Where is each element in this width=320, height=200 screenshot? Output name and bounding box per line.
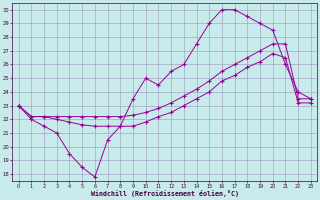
X-axis label: Windchill (Refroidissement éolien,°C): Windchill (Refroidissement éolien,°C) <box>91 190 239 197</box>
